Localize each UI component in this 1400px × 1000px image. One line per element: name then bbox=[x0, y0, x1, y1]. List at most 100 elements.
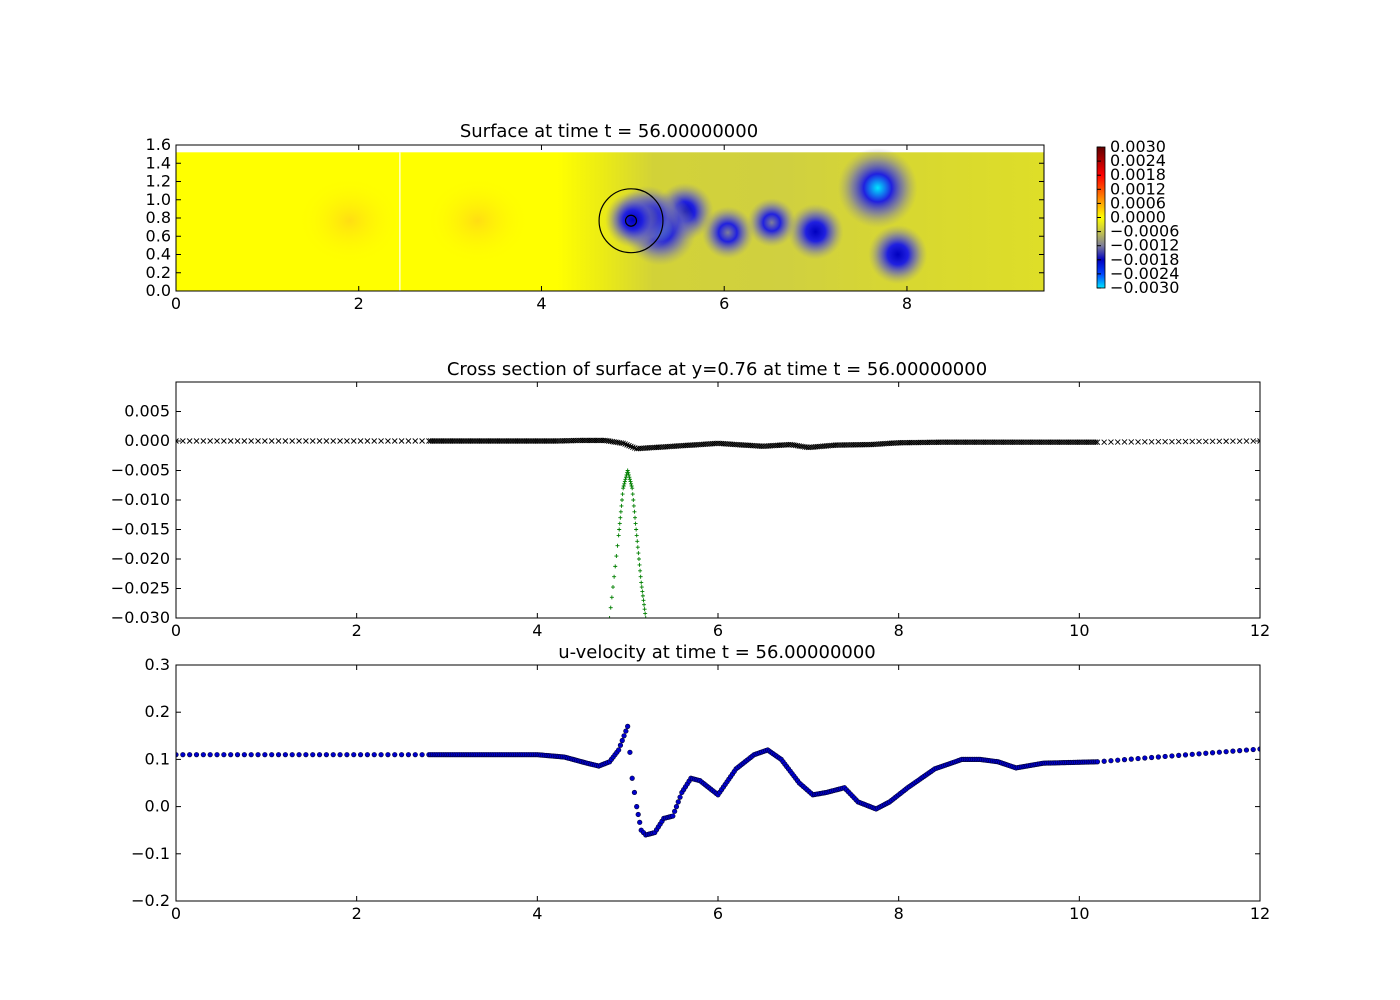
velocity-point bbox=[187, 752, 193, 758]
surface-point bbox=[378, 438, 384, 444]
velocity-point bbox=[405, 752, 412, 758]
y-tick-label: 0.8 bbox=[146, 208, 171, 227]
surface-point bbox=[1250, 438, 1257, 444]
bottom-profile-point bbox=[629, 481, 634, 486]
surface-point bbox=[412, 438, 419, 444]
colorbar-tick-label: −0.0030 bbox=[1110, 278, 1179, 297]
surface-point bbox=[1169, 438, 1175, 445]
velocity-point bbox=[1108, 758, 1114, 764]
surface-point bbox=[255, 438, 261, 444]
velocity-point bbox=[323, 752, 329, 758]
bottom-profile-point bbox=[616, 533, 621, 538]
velocity-point bbox=[310, 752, 316, 758]
surface-point bbox=[1148, 438, 1155, 445]
colorbar-tick-label: −0.0006 bbox=[1110, 222, 1179, 241]
surface-point bbox=[371, 438, 378, 444]
negative-anomaly bbox=[837, 147, 918, 228]
velocity-point bbox=[303, 752, 309, 758]
surface-point bbox=[323, 438, 330, 444]
velocity-point bbox=[675, 799, 681, 805]
bottom-profile-point bbox=[617, 527, 622, 532]
velocity-point bbox=[330, 752, 336, 758]
cross-section-marks bbox=[176, 437, 1260, 618]
y-tick-label: 1.2 bbox=[146, 172, 171, 191]
surface-point bbox=[626, 442, 632, 449]
negative-anomaly bbox=[701, 206, 754, 259]
velocity-point bbox=[364, 752, 371, 758]
surface-point bbox=[1196, 438, 1202, 445]
y-tick-label: −0.030 bbox=[111, 608, 170, 627]
bottom-profile-point bbox=[642, 602, 647, 607]
cross-section-frame bbox=[175, 381, 1261, 619]
bottom-profile-point bbox=[618, 509, 623, 514]
negative-anomaly bbox=[787, 203, 844, 260]
x-tick-label: 2 bbox=[354, 294, 364, 313]
velocity-point bbox=[672, 808, 678, 814]
velocity-point bbox=[176, 752, 179, 758]
bottom-profile-point bbox=[635, 539, 640, 544]
surface-point bbox=[248, 438, 255, 444]
surface-point bbox=[200, 438, 207, 444]
u-velocity-marks bbox=[176, 723, 1260, 838]
y-tick-label: −0.1 bbox=[131, 844, 170, 863]
bottom-profile-point bbox=[631, 503, 636, 508]
bottom-profile-point bbox=[639, 585, 644, 590]
velocity-point bbox=[207, 752, 213, 758]
y-tick-label: −0.025 bbox=[111, 579, 170, 598]
velocity-point bbox=[337, 752, 343, 758]
bottom-profile-point bbox=[630, 486, 635, 491]
surface-point bbox=[398, 438, 405, 444]
surface-point bbox=[1094, 439, 1101, 445]
colorbar-tick-label: 0.0000 bbox=[1110, 208, 1166, 227]
bottom-profile-point bbox=[630, 492, 635, 497]
surface-point bbox=[1121, 439, 1128, 445]
surface-point bbox=[350, 438, 357, 444]
velocity-point bbox=[228, 752, 234, 758]
surface-point bbox=[316, 438, 323, 444]
negative-anomaly bbox=[868, 224, 928, 285]
y-tick-label: 0.2 bbox=[146, 263, 171, 282]
x-tick-label: 0 bbox=[171, 904, 181, 923]
velocity-point bbox=[1176, 752, 1182, 758]
velocity-point bbox=[1128, 756, 1134, 762]
velocity-point bbox=[670, 813, 676, 819]
velocity-point bbox=[627, 749, 633, 755]
y-tick-label: 0.2 bbox=[145, 702, 170, 721]
cross-section-panel: Cross section of surface at y=0.76 at ti… bbox=[111, 359, 1270, 640]
velocity-point bbox=[1182, 752, 1189, 758]
x-tick-label: 8 bbox=[894, 621, 904, 640]
positive-anomaly bbox=[425, 176, 530, 265]
velocity-point bbox=[1189, 751, 1195, 757]
velocity-point bbox=[616, 747, 622, 753]
surface-point bbox=[1155, 438, 1162, 445]
bottom-profile-point bbox=[641, 598, 646, 603]
surface-point bbox=[262, 438, 268, 444]
velocity-point bbox=[1230, 748, 1236, 754]
surface-point bbox=[296, 438, 302, 444]
positive-anomaly bbox=[297, 176, 402, 265]
x-tick-label: 4 bbox=[536, 294, 546, 313]
bottom-profile-point bbox=[640, 589, 645, 594]
velocity-point bbox=[1094, 759, 1100, 765]
surface-point bbox=[193, 438, 200, 444]
velocity-point bbox=[255, 752, 261, 758]
bottom-profile-point bbox=[643, 616, 648, 618]
bottom-profile-point bbox=[622, 481, 627, 486]
surface-point bbox=[227, 438, 234, 444]
velocity-point bbox=[241, 752, 247, 758]
bottom-profile-point bbox=[613, 564, 618, 569]
bottom-profile-point bbox=[640, 593, 645, 598]
surface-point bbox=[344, 438, 350, 444]
bottom-profile-point bbox=[621, 486, 626, 491]
surface-point bbox=[186, 438, 193, 444]
surface-point bbox=[628, 443, 634, 450]
y-tick-label: 0.0 bbox=[146, 281, 171, 300]
surface-point bbox=[1223, 438, 1229, 445]
colorbar-tick-label: 0.0012 bbox=[1110, 179, 1166, 198]
surface-point bbox=[330, 438, 337, 444]
velocity-point bbox=[1155, 754, 1161, 760]
velocity-point bbox=[1121, 757, 1128, 763]
velocity-point bbox=[1101, 758, 1107, 764]
velocity-point bbox=[392, 752, 398, 758]
bottom-profile-point bbox=[617, 521, 622, 526]
